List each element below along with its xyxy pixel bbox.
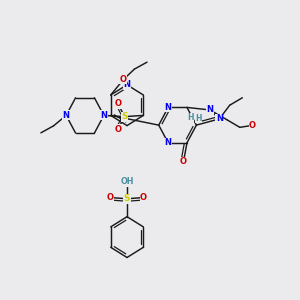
Text: S: S bbox=[121, 112, 128, 121]
Text: O: O bbox=[115, 124, 122, 134]
Text: O: O bbox=[115, 99, 122, 108]
Text: O: O bbox=[107, 193, 114, 202]
Text: O: O bbox=[249, 121, 256, 130]
Text: N: N bbox=[63, 111, 70, 120]
Text: N: N bbox=[124, 80, 130, 89]
Text: N: N bbox=[63, 111, 70, 120]
Text: O: O bbox=[180, 157, 187, 166]
Text: H: H bbox=[195, 114, 202, 123]
Text: N: N bbox=[165, 103, 172, 112]
Text: N: N bbox=[206, 105, 214, 114]
Text: S: S bbox=[124, 194, 130, 203]
Text: N: N bbox=[100, 111, 107, 120]
Text: N: N bbox=[216, 114, 223, 123]
Text: O: O bbox=[120, 75, 127, 84]
Text: O: O bbox=[140, 193, 147, 202]
Text: N: N bbox=[165, 138, 172, 147]
Text: N: N bbox=[100, 111, 107, 120]
Text: OH: OH bbox=[120, 177, 134, 186]
Text: H: H bbox=[188, 113, 194, 122]
